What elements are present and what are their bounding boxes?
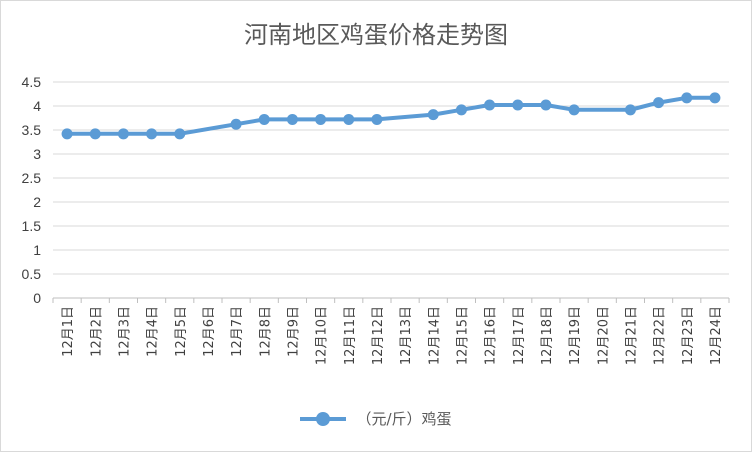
data-point [624,104,636,116]
x-tick-label: 12月12日 [371,306,386,365]
data-point [709,92,721,104]
data-point [484,99,496,111]
series-line [67,95,715,136]
y-tick-label: 2 [33,194,41,210]
x-tick-label: 12月4日 [146,306,161,357]
y-tick-label: 0.5 [22,266,42,282]
x-tick-label: 12月2日 [89,306,104,357]
legend-line-marker-icon [300,411,347,426]
data-point [653,97,665,109]
y-tick-label: 1 [33,242,41,258]
x-tick-label: 12月17日 [512,306,527,365]
x-tick-label: 12月23日 [681,306,696,365]
y-tick-label: 1.5 [22,218,42,234]
data-point [146,128,158,140]
data-point [230,118,242,130]
x-tick-label: 12月8日 [258,306,273,357]
x-tick-label: 12月11日 [343,306,358,365]
chart-title: 河南地区鸡蛋价格走势图 [244,21,508,49]
x-tick-label: 12月7日 [230,306,245,357]
data-point [89,128,101,140]
x-tick-label: 12月24日 [709,306,724,365]
chart-legend: （元/斤）鸡蛋 [1,408,751,429]
y-tick-label: 4 [33,98,41,114]
x-tick-label: 12月6日 [202,306,217,357]
x-tick-label: 12月20日 [596,306,611,365]
data-point [117,128,129,140]
x-tick-label: 12月14日 [427,306,442,365]
data-point [455,104,467,116]
data-point [258,113,270,125]
y-tick-label: 2.5 [22,170,42,186]
data-point [427,109,439,121]
x-tick-label: 12月15日 [455,306,470,365]
y-tick-label: 4.5 [22,74,42,90]
x-tick-label: 12月16日 [484,306,499,365]
x-tick-label: 12月5日 [174,306,189,357]
x-tick-label: 12月1日 [61,306,76,357]
data-point [540,99,552,111]
x-tick-label: 12月18日 [540,306,555,365]
x-tick-label: 12月3日 [117,306,132,357]
data-point [174,128,186,140]
x-tick-label: 12月10日 [315,306,330,365]
data-point [568,104,580,116]
x-tick-label: 12月22日 [653,306,668,365]
y-tick-label: 3 [33,146,41,162]
data-point [61,128,73,140]
y-tick-label: 3.5 [22,122,42,138]
data-point [371,113,383,125]
x-tick-label: 12月21日 [624,306,639,365]
y-tick-label: 0 [33,290,41,306]
x-tick-label: 12月19日 [568,306,583,365]
data-point [343,113,355,125]
x-tick-label: 12月9日 [286,306,301,357]
data-point [315,113,327,125]
data-point [681,92,693,104]
data-point [512,99,524,111]
legend-label: （元/斤）鸡蛋 [356,410,452,428]
x-tick-label: 12月13日 [399,306,414,365]
data-point [286,113,298,125]
